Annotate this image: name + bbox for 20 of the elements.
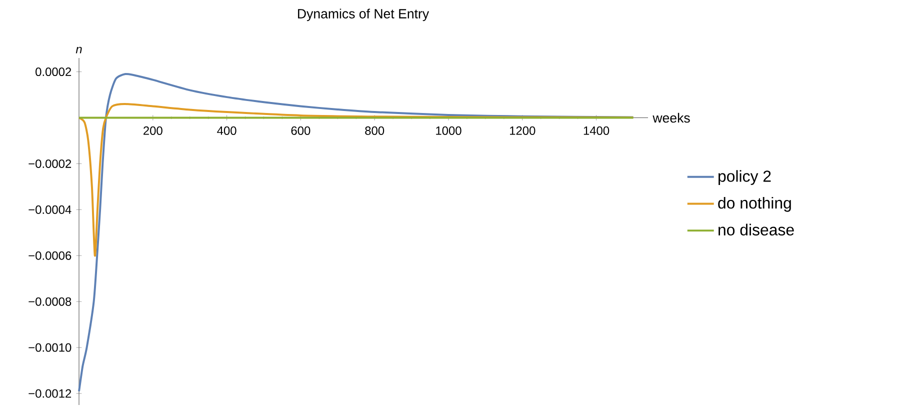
y-axis-title: n bbox=[76, 46, 82, 54]
x-tick-label: 1400 bbox=[584, 126, 610, 135]
chart-title: Dynamics of Net Entry bbox=[298, 8, 430, 22]
y-tick-label: −0.0008 bbox=[28, 297, 72, 306]
y-tick-label: 0.0002 bbox=[36, 68, 72, 76]
x-tick-label: 600 bbox=[291, 126, 310, 135]
y-tick-label: −0.0006 bbox=[28, 251, 72, 260]
legend-label: policy 2 bbox=[718, 170, 771, 185]
y-tick-label: −0.0012 bbox=[28, 389, 72, 398]
x-tick-label: 200 bbox=[144, 126, 162, 135]
x-tick-label: 800 bbox=[365, 126, 384, 135]
legend-label: no disease bbox=[718, 224, 794, 236]
x-tick-label: 1200 bbox=[510, 126, 536, 135]
x-tick-label: 400 bbox=[217, 126, 236, 135]
y-tick-label: −0.0004 bbox=[28, 205, 72, 214]
y-tick-label: −0.0010 bbox=[28, 343, 72, 352]
legend-label: do nothing bbox=[718, 196, 791, 212]
y-tick-label: −0.0002 bbox=[28, 159, 72, 168]
x-tick-label: 1000 bbox=[436, 126, 462, 135]
x-axis-title: weeks bbox=[652, 112, 690, 123]
